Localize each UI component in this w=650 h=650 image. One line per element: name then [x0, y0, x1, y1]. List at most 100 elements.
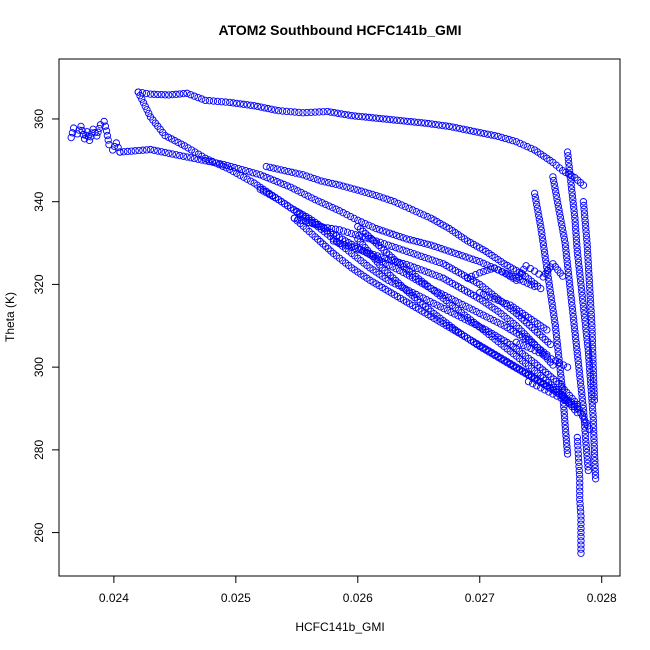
data-point [246, 177, 255, 185]
data-point [145, 109, 153, 118]
data-point [335, 226, 344, 234]
data-point [572, 225, 580, 233]
data-point [571, 218, 579, 226]
data-point [574, 446, 582, 454]
data-point [541, 255, 550, 264]
data-point [317, 177, 325, 185]
data-point [565, 166, 574, 175]
data-point [421, 253, 429, 262]
data-point [549, 390, 557, 398]
data-point [545, 388, 553, 396]
data-point [241, 167, 250, 175]
data-point [493, 318, 501, 326]
data-point [332, 180, 340, 188]
data-point [358, 113, 366, 121]
data-point [198, 156, 206, 164]
data-point [583, 235, 591, 243]
data-point [585, 276, 593, 285]
data-point [586, 368, 594, 377]
data-point [590, 431, 598, 439]
data-point [350, 214, 358, 223]
data-point [527, 144, 535, 152]
data-point [316, 237, 324, 246]
data-point [321, 178, 329, 186]
data-point [552, 325, 560, 334]
data-point [256, 171, 264, 179]
data-point [552, 329, 560, 337]
data-point [246, 101, 255, 109]
data-point [551, 318, 559, 326]
data-point [578, 291, 586, 300]
data-point [321, 242, 330, 250]
data-point [379, 227, 387, 235]
data-point [581, 216, 589, 225]
data-point [280, 167, 289, 175]
data-point [487, 131, 495, 139]
data-point [586, 295, 595, 304]
data-point [530, 326, 539, 334]
data-point [551, 184, 559, 192]
data-point [583, 452, 591, 460]
data-point [586, 365, 594, 373]
data-point [429, 299, 438, 307]
data-point [297, 188, 305, 197]
data-point [569, 196, 577, 204]
data-point [112, 139, 120, 147]
data-point [384, 241, 392, 249]
data-point [417, 266, 425, 274]
data-point [483, 130, 492, 138]
data-point [284, 167, 292, 176]
data-point [561, 243, 570, 251]
data-point [407, 118, 415, 126]
data-point [263, 173, 271, 182]
data-point [168, 150, 177, 158]
data-point [311, 233, 319, 241]
data-point [582, 437, 590, 446]
data-point [327, 247, 335, 255]
data-point [93, 132, 101, 140]
data-point [586, 284, 594, 292]
data-point [582, 228, 590, 236]
data-point [494, 266, 503, 274]
data-point [585, 354, 593, 362]
data-point [577, 512, 585, 520]
data-point [388, 253, 396, 261]
data-point [524, 377, 533, 386]
data-point [528, 323, 536, 332]
data-point [364, 232, 372, 240]
data-point [570, 316, 578, 324]
data-point [578, 295, 587, 303]
data-point [332, 205, 340, 213]
data-point [581, 213, 589, 221]
data-point [359, 227, 367, 235]
data-point [304, 192, 312, 200]
data-point [271, 106, 279, 114]
data-point [546, 289, 555, 297]
data-point [437, 290, 446, 298]
data-point [580, 306, 588, 314]
data-point [269, 164, 278, 172]
data-point [394, 199, 402, 208]
data-point [410, 118, 419, 126]
data-point [567, 298, 576, 306]
data-point [572, 236, 581, 244]
y-tick-label: 280 [32, 440, 46, 460]
data-point [587, 307, 595, 315]
data-point [567, 294, 575, 302]
data-point [83, 128, 91, 136]
data-point [533, 204, 541, 212]
data-point [267, 105, 276, 113]
data-point [417, 119, 426, 127]
data-point [543, 266, 551, 275]
data-point [579, 302, 588, 311]
plot-frame [58, 58, 621, 577]
data-point [260, 104, 269, 112]
data-point [335, 207, 344, 215]
data-point [544, 338, 552, 346]
data-point [589, 348, 597, 356]
data-point [586, 288, 594, 296]
data-point [276, 179, 285, 187]
data-point [463, 274, 472, 282]
data-point [540, 248, 549, 256]
data-point [435, 121, 443, 129]
